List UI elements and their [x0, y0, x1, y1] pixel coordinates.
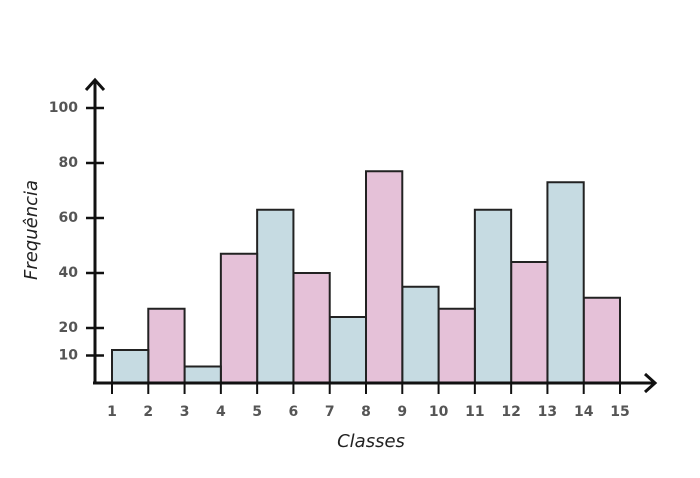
bar [292, 272, 331, 384]
x-tick-label: 14 [574, 404, 594, 420]
y-tick-label: 20 [59, 320, 79, 336]
bar [437, 307, 476, 384]
y-tick-label: 40 [59, 265, 79, 281]
bar [546, 181, 585, 384]
bar [256, 208, 295, 384]
bar [401, 285, 440, 384]
x-arrow [643, 372, 658, 394]
y-tick-label: 100 [49, 100, 78, 116]
x-tick-label: 13 [538, 404, 557, 420]
bar [147, 307, 186, 384]
x-tick-label: 8 [361, 404, 371, 420]
x-tick-label: 5 [252, 404, 262, 420]
y-tick-label: 80 [59, 155, 79, 171]
x-tick-label: 12 [501, 404, 520, 420]
y-axis-title: Frequência [21, 180, 42, 280]
x-tick-label: 4 [216, 404, 226, 420]
bar [510, 261, 549, 384]
bar [219, 252, 259, 384]
x-tick-label: 2 [143, 404, 153, 420]
x-axis-title: Classes [337, 431, 405, 452]
x-tick-label: 9 [397, 404, 407, 420]
y-tick-label: 10 [59, 348, 79, 364]
bar [582, 296, 622, 384]
y-arrow [84, 77, 106, 92]
bar [183, 365, 222, 384]
x-tick-label: 15 [610, 404, 629, 420]
x-tick-label: 7 [325, 404, 335, 420]
x-tick-label: 1 [107, 404, 117, 420]
bar [328, 316, 368, 384]
bar [111, 349, 150, 384]
x-tick-label: 3 [180, 404, 190, 420]
x-tick-label: 10 [429, 404, 449, 420]
x-tick-label: 6 [289, 404, 299, 420]
bar [365, 170, 404, 384]
bar [473, 208, 513, 384]
y-tick-label: 60 [59, 210, 79, 226]
x-tick-label: 11 [465, 404, 484, 420]
